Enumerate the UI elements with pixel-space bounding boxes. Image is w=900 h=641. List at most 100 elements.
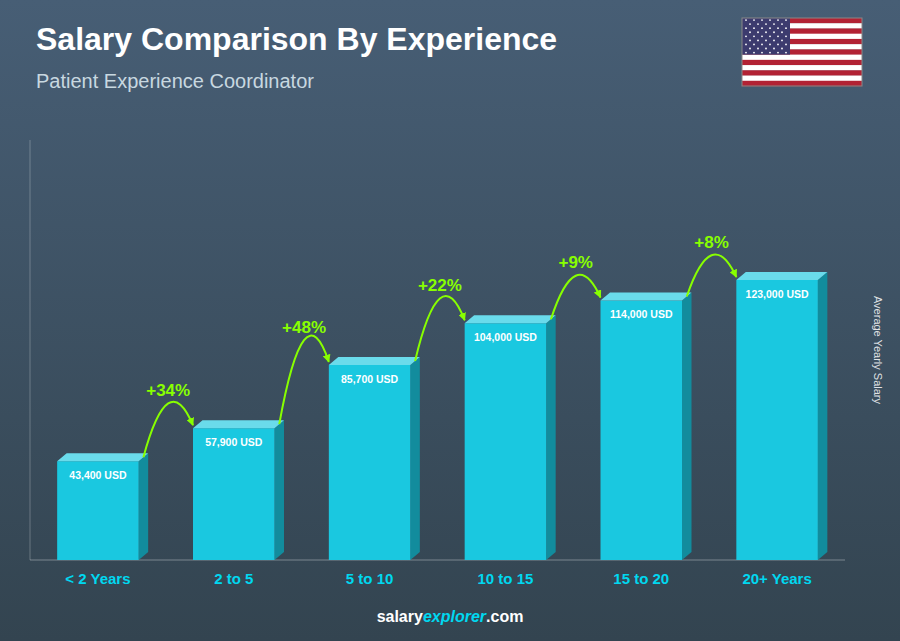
pct-label: +48% xyxy=(282,318,326,337)
flag-star xyxy=(749,31,751,33)
pct-arrow xyxy=(551,275,601,319)
pct-arrow xyxy=(143,402,193,457)
flag-star xyxy=(765,48,767,50)
flag-star xyxy=(749,48,751,50)
flag-star xyxy=(757,39,759,41)
bar-group xyxy=(57,453,148,560)
watermark: salaryexplorer.com xyxy=(377,608,524,625)
bar-side xyxy=(410,357,420,560)
flag-star xyxy=(769,27,771,29)
bar xyxy=(329,365,411,560)
bar-top xyxy=(57,453,148,461)
flag-star xyxy=(769,19,771,21)
flag-stripe xyxy=(742,60,862,66)
flag-star xyxy=(745,52,747,54)
flag-star xyxy=(785,44,787,46)
flag-star xyxy=(773,31,775,33)
bar xyxy=(193,428,275,560)
flag-star xyxy=(761,44,763,46)
flag-star xyxy=(753,19,755,21)
bar-group xyxy=(736,272,827,560)
watermark-part: .com xyxy=(486,608,523,625)
flag-star xyxy=(761,52,763,54)
flag-star xyxy=(765,23,767,25)
bar-top xyxy=(329,357,420,365)
flag-star xyxy=(757,23,759,25)
flag-star xyxy=(745,27,747,29)
flag-stripe xyxy=(742,55,862,61)
flag-border xyxy=(742,18,862,86)
bar-side xyxy=(682,292,692,560)
flag-star xyxy=(773,39,775,41)
bar-side xyxy=(818,272,828,560)
pct-arrow xyxy=(415,296,465,361)
flag-star xyxy=(769,44,771,46)
bars xyxy=(57,272,827,560)
flag-star xyxy=(761,19,763,21)
flag-star xyxy=(781,23,783,25)
bar xyxy=(736,280,818,560)
flag-stripe xyxy=(742,70,862,76)
watermark-part: explorer xyxy=(423,608,487,625)
x-tick-label: 15 to 20 xyxy=(613,570,669,587)
bar-top xyxy=(465,315,556,323)
bar-side xyxy=(546,315,556,560)
flag-star xyxy=(777,35,779,37)
flag-star xyxy=(769,35,771,37)
bar-top xyxy=(193,420,284,428)
bar xyxy=(601,300,683,560)
bar xyxy=(57,461,139,560)
flag-star xyxy=(773,48,775,50)
flag-star xyxy=(769,52,771,54)
data-label: 85,700 USD xyxy=(341,373,399,385)
pct-arrow xyxy=(687,254,737,296)
data-label: 43,400 USD xyxy=(69,469,127,481)
flag-star xyxy=(753,52,755,54)
flag-star xyxy=(777,44,779,46)
flag-canton xyxy=(742,18,790,55)
y-axis-label: Average Yearly Salary xyxy=(872,296,884,405)
pct-arrow xyxy=(279,336,329,425)
flag-star xyxy=(781,31,783,33)
chart-container: 43,400 USD57,900 USD85,700 USD104,000 US… xyxy=(0,0,900,641)
subtitle: Patient Experience Coordinator xyxy=(36,70,314,92)
bar-top xyxy=(736,272,827,280)
pct-label: +8% xyxy=(694,233,729,252)
flag-star xyxy=(745,19,747,21)
watermark-part: salary xyxy=(377,608,423,625)
flag-star xyxy=(753,27,755,29)
pct-label: +9% xyxy=(558,253,593,272)
flag-star xyxy=(753,35,755,37)
x-tick-label: 10 to 15 xyxy=(477,570,533,587)
flag-star xyxy=(761,35,763,37)
y-axis-line xyxy=(30,140,31,560)
bar-top xyxy=(601,292,692,300)
flag-star xyxy=(749,23,751,25)
data-label: 114,000 USD xyxy=(610,308,673,320)
flag-stripe xyxy=(742,76,862,82)
flag-star xyxy=(745,35,747,37)
bar-group xyxy=(465,315,556,560)
flag xyxy=(742,18,862,86)
x-tick-label: < 2 Years xyxy=(65,570,130,587)
flag-star xyxy=(757,31,759,33)
flag-star xyxy=(757,48,759,50)
x-tick-label: 20+ Years xyxy=(742,570,811,587)
x-axis-line xyxy=(30,560,845,561)
flag-star xyxy=(777,19,779,21)
flag-star xyxy=(781,39,783,41)
flag-star xyxy=(745,44,747,46)
flag-star xyxy=(781,48,783,50)
bar-group xyxy=(601,292,692,560)
flag-star xyxy=(765,39,767,41)
background xyxy=(0,0,900,641)
x-tick-label: 5 to 10 xyxy=(346,570,394,587)
flag-star xyxy=(785,52,787,54)
x-tick-label: 2 to 5 xyxy=(214,570,253,587)
flag-star xyxy=(773,23,775,25)
bar-side xyxy=(275,420,285,560)
chart-svg: 43,400 USD57,900 USD85,700 USD104,000 US… xyxy=(0,0,900,641)
flag-star xyxy=(753,44,755,46)
data-label: 104,000 USD xyxy=(474,331,537,343)
flag-stripe xyxy=(742,65,862,71)
